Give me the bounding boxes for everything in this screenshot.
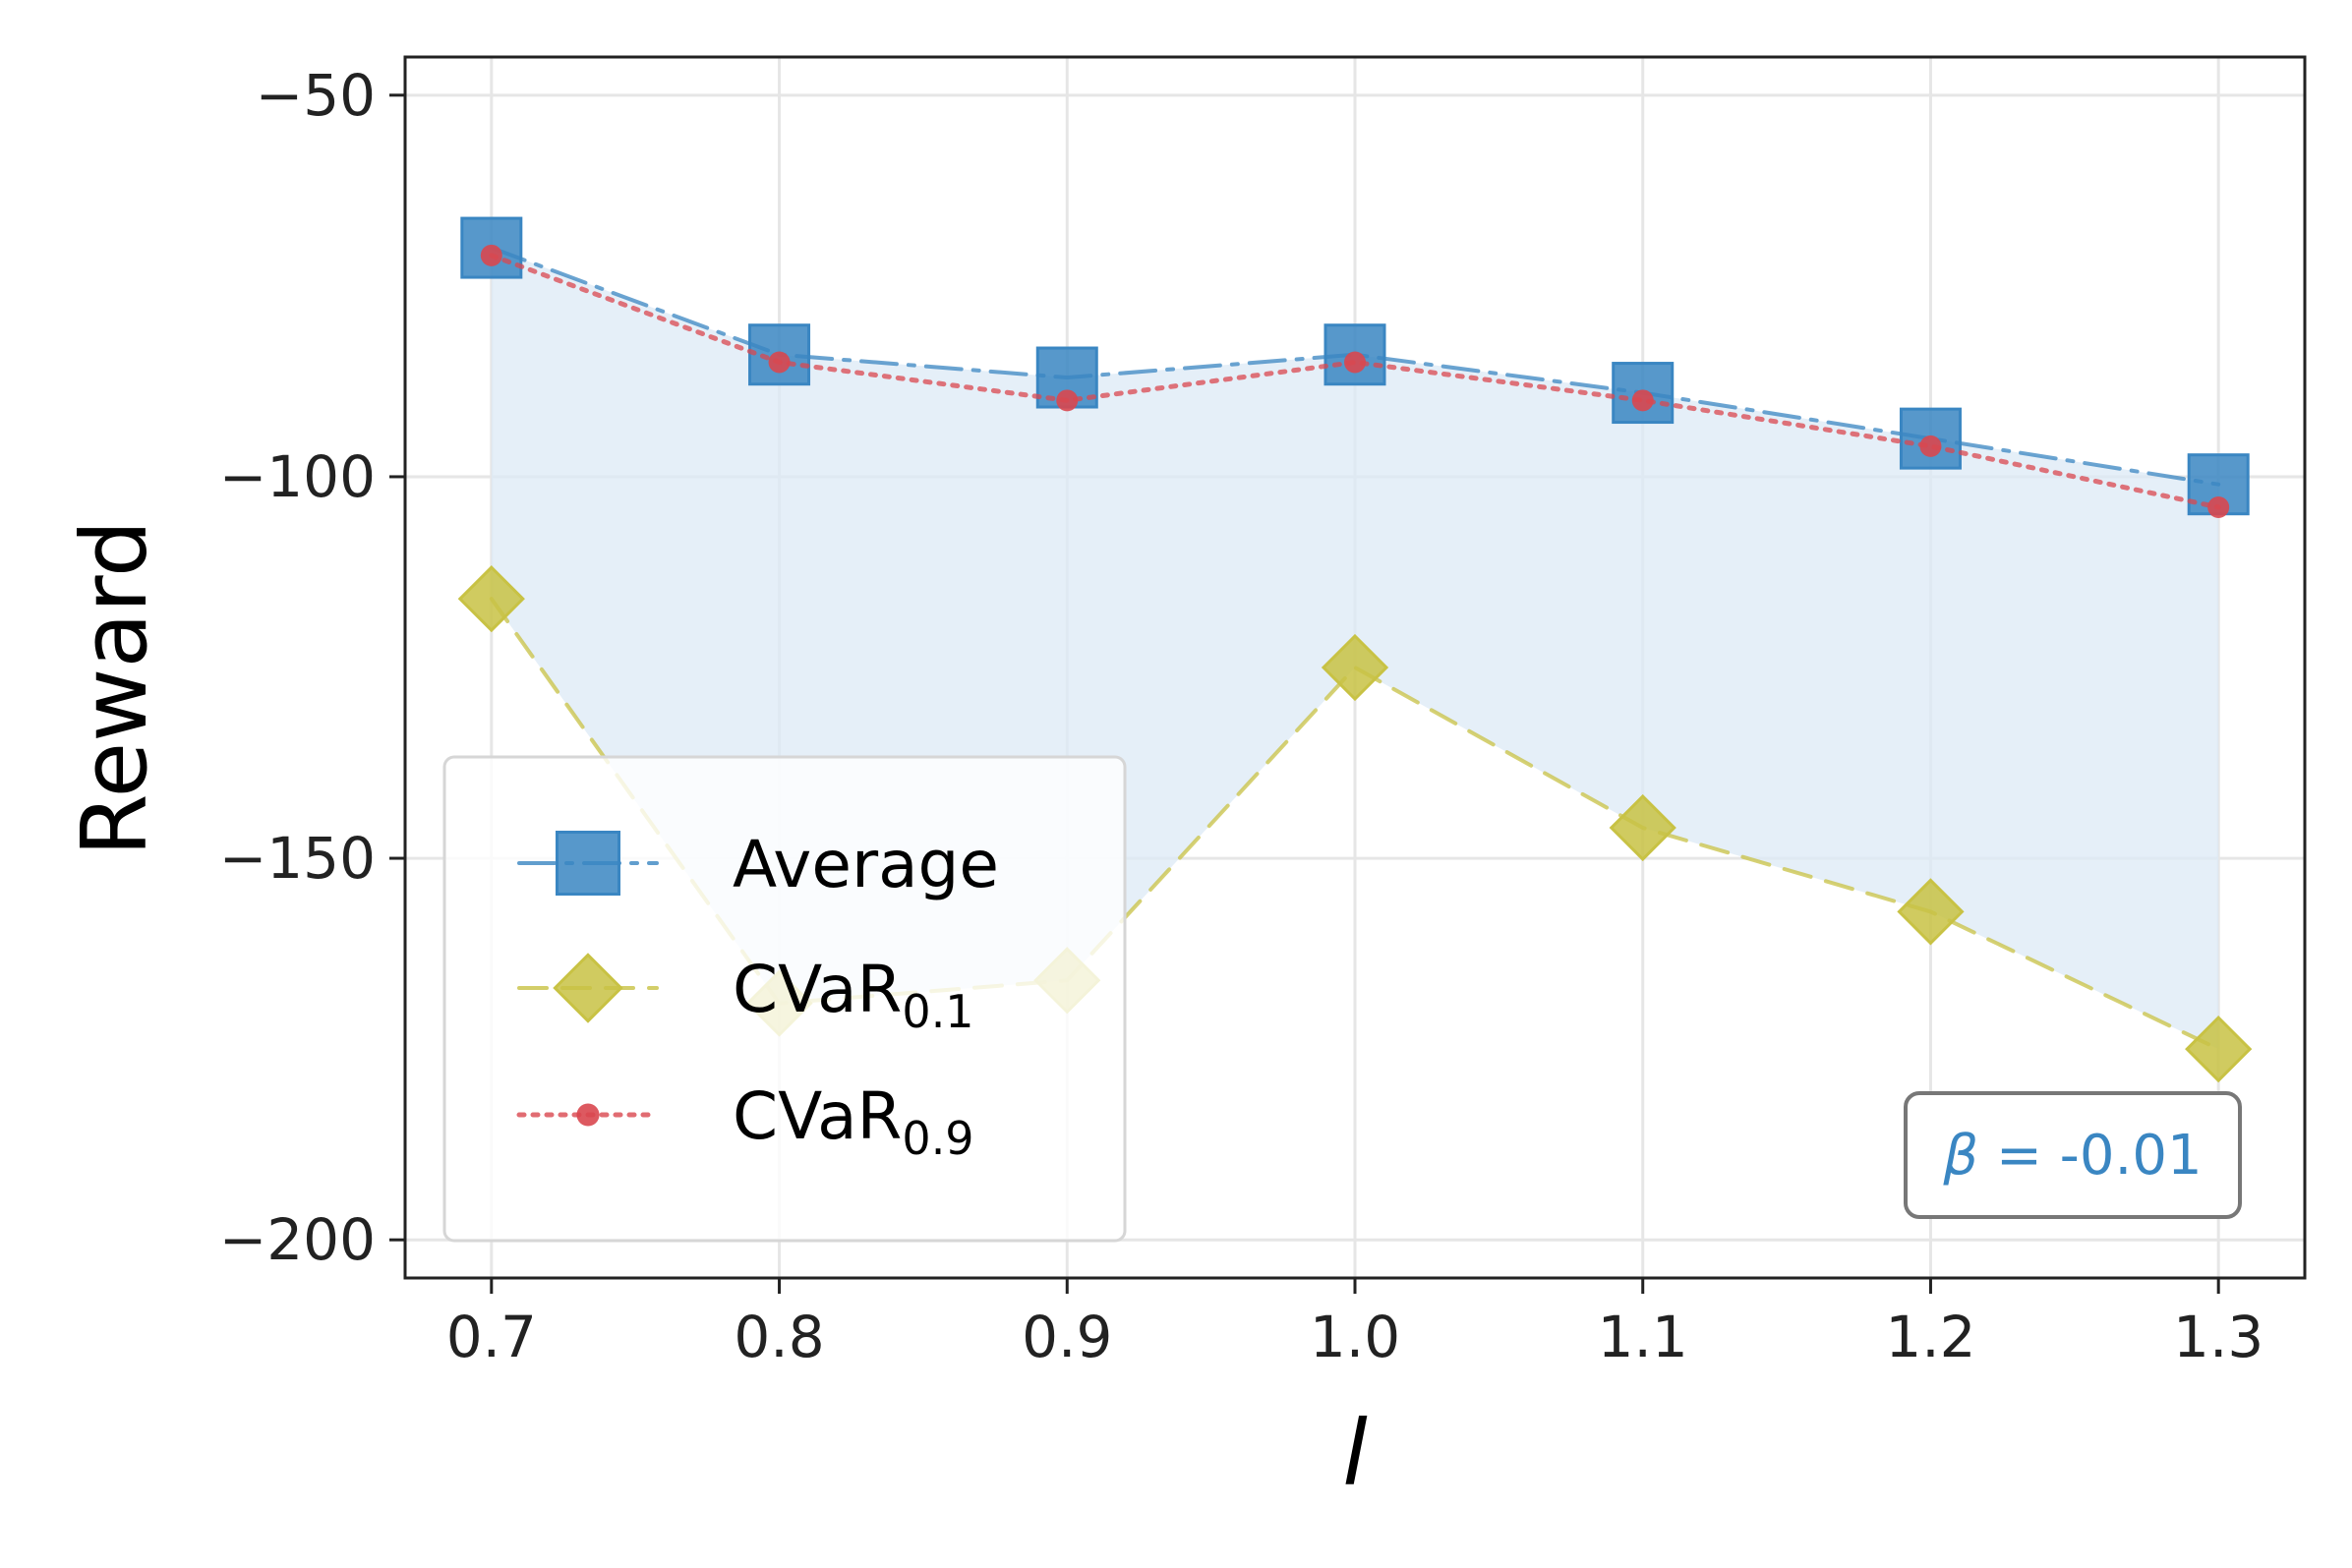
annotation-box: [1904, 1091, 2242, 1219]
cvar0-9-point-0.8: [768, 351, 791, 374]
legend-entry-cvar0-1: CVaR0.1: [517, 952, 974, 1038]
x-tick-label: 1.0: [1310, 1304, 1400, 1370]
legend-marker-cvar0-9: [576, 1103, 600, 1127]
cvar0-1-point-1.1: [1609, 793, 1676, 862]
cvar0-1-point-0.7: [457, 565, 525, 633]
cvar0-9-point-0.7: [480, 244, 502, 266]
legend-label-average: Average: [733, 827, 999, 902]
series-cvar0-9: [480, 244, 2230, 518]
legend-marker-cvar0-1: [553, 953, 623, 1023]
svg-text:β = -0.01: β = -0.01: [1942, 1124, 2202, 1188]
beta-value: = -0.01: [1978, 1124, 2202, 1188]
cvar0-9-point-1.2: [1919, 435, 1942, 457]
x-axis-title: l: [1342, 1401, 1368, 1506]
x-axis: 0.7 0.8 0.9 1.0 1.1 1.2 1.3: [446, 1278, 2264, 1370]
x-tick-label: 1.1: [1598, 1304, 1688, 1370]
beta-annotation: β = -0.01: [1904, 1091, 2242, 1219]
legend: Average CVaR0.1 CVaR0.9: [442, 755, 1127, 1243]
y-axis-title: Reward: [62, 520, 167, 857]
y-tick-label: −100: [219, 443, 376, 510]
y-axis: −50 −100 −150 −200: [219, 62, 405, 1273]
legend-marker-average: [556, 831, 620, 896]
x-tick-label: 0.9: [1022, 1304, 1112, 1370]
beta-symbol: β: [1942, 1124, 1978, 1188]
y-tick-label: −50: [256, 62, 376, 129]
legend-label-cvar0-9: CVaR0.9: [733, 1078, 974, 1165]
x-tick-label: 0.7: [446, 1304, 537, 1370]
legend-entry-cvar0-9: CVaR0.9: [516, 1078, 974, 1165]
cvar0-1-point-1.3: [2185, 1016, 2253, 1083]
x-tick-label: 1.3: [2173, 1304, 2264, 1370]
average-point-1.2: [1899, 407, 1962, 470]
y-tick-label: −150: [219, 825, 376, 892]
legend-entry-average: Average: [517, 827, 999, 902]
cvar0-9-point-1.0: [1344, 351, 1366, 374]
cvar0-9-point-1.1: [1631, 389, 1654, 412]
cvar0-1-point-1.2: [1897, 878, 1965, 946]
cvar0-9-point-1.3: [2207, 495, 2230, 518]
y-tick-label: −200: [219, 1206, 376, 1273]
x-tick-label: 1.2: [1885, 1304, 1975, 1370]
cvar0-1-point-1.0: [1321, 633, 1389, 702]
x-tick-label: 0.8: [734, 1304, 824, 1370]
cvar0-9-point-0.9: [1056, 389, 1079, 412]
legend-label-cvar0-1: CVaR0.1: [733, 952, 974, 1038]
